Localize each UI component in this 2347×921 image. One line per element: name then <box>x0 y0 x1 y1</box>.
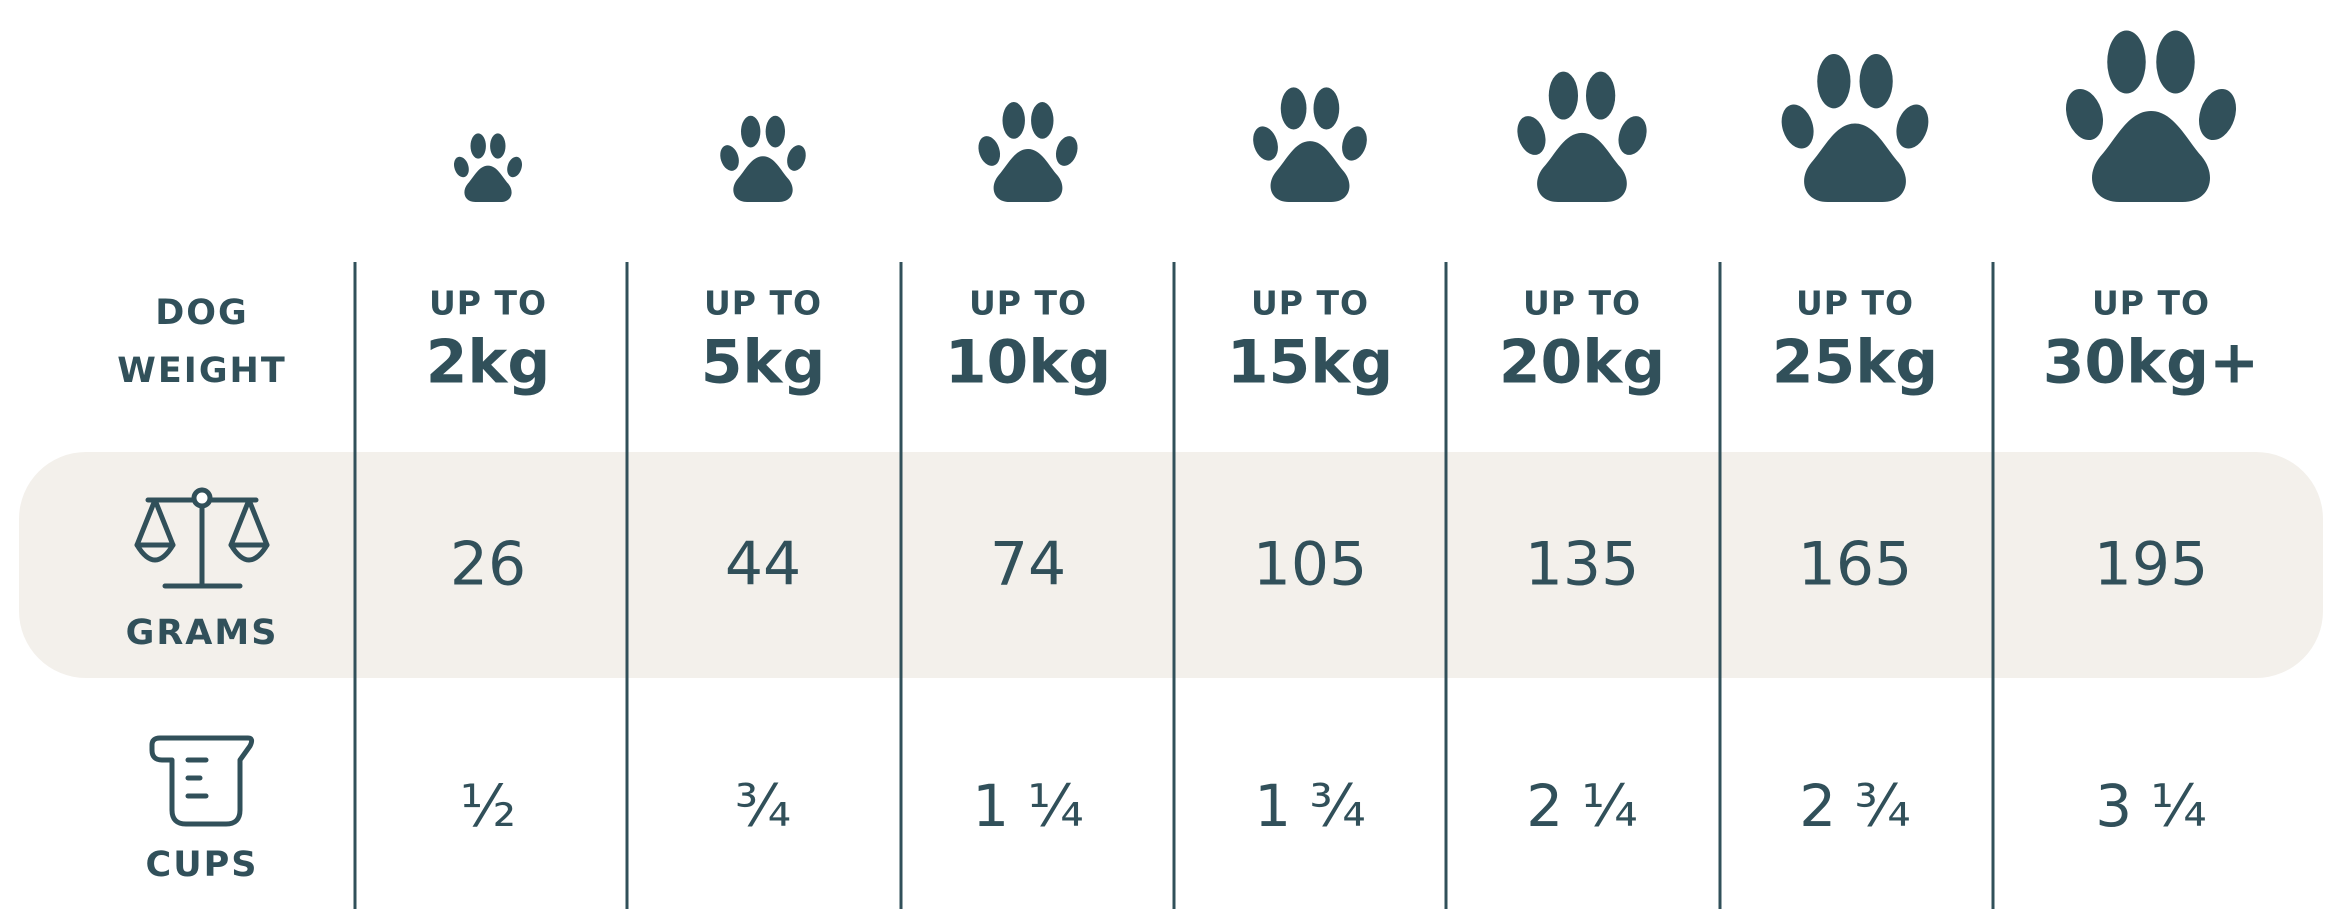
grams-value: 74 <box>990 530 1066 600</box>
weight-value: 10kg <box>945 328 1111 398</box>
weight-value: 30kg+ <box>2043 328 2260 398</box>
paw-toe <box>1585 71 1616 120</box>
paw-pad <box>1270 141 1350 202</box>
paw-toe <box>1253 126 1278 161</box>
paw-icon <box>2065 30 2237 202</box>
weight-value: 2kg <box>426 328 551 398</box>
cups-value: ½ <box>460 772 516 840</box>
paw-toe <box>490 133 506 159</box>
scale-icon <box>134 487 270 589</box>
row-label: WEIGHT <box>117 351 286 391</box>
paw-pad <box>2091 111 2211 202</box>
weight-value: 15kg <box>1227 328 1393 398</box>
paw-toe <box>470 133 486 159</box>
grams-value: 105 <box>1253 530 1368 600</box>
paw-toe <box>787 145 806 171</box>
paw-icon <box>1253 87 1367 202</box>
weight-value: 20kg <box>1499 328 1665 398</box>
paw-pad <box>1804 123 1906 202</box>
paw-toe <box>1002 102 1025 139</box>
paw-toe <box>1618 116 1647 155</box>
paw-icon <box>1517 71 1647 202</box>
paw-pad <box>1537 132 1627 202</box>
weight-prefix: UP TO <box>1796 284 1914 323</box>
paw-icon <box>1781 54 1929 202</box>
paw-pad <box>464 165 512 202</box>
paw-toe <box>453 156 469 178</box>
paw-toe <box>1280 87 1307 130</box>
cup-icon <box>149 735 255 827</box>
weight-prefix: UP TO <box>704 284 822 323</box>
paw-toe <box>1817 54 1851 109</box>
row-label: DOG <box>155 293 249 333</box>
paw-toe <box>2107 30 2146 94</box>
weight-value: 25kg <box>1772 328 1938 398</box>
grams-band <box>19 452 2323 678</box>
cups-value: 2 ¾ <box>1799 772 1911 840</box>
cups-value: 1 ¼ <box>972 772 1084 840</box>
paw-toe <box>765 115 785 148</box>
cups-value: 1 ¾ <box>1254 772 1366 840</box>
paw-toe <box>1896 104 1929 149</box>
paw-toe <box>978 136 1001 166</box>
paw-toe <box>2156 30 2195 94</box>
row-label: GRAMS <box>126 613 279 653</box>
paw-toe <box>720 145 739 171</box>
grams-value: 165 <box>1798 530 1913 600</box>
grams-value: 195 <box>2094 530 2209 600</box>
cups-value: 2 ¼ <box>1526 772 1638 840</box>
paw-icon <box>720 115 806 202</box>
paw-toe <box>1313 87 1340 130</box>
weight-prefix: UP TO <box>2092 284 2210 323</box>
paw-pad <box>733 156 793 202</box>
grams-value: 26 <box>450 530 526 600</box>
weight-prefix: UP TO <box>1523 284 1641 323</box>
paw-toe <box>1055 136 1078 166</box>
grams-value: 135 <box>1525 530 1640 600</box>
row-label: CUPS <box>146 845 259 885</box>
cups-value: 3 ¼ <box>2095 772 2207 840</box>
paw-pad <box>993 148 1063 202</box>
paw-toe <box>1548 71 1579 120</box>
paw-toe <box>1781 104 1814 149</box>
paw-toe <box>1517 116 1546 155</box>
paw-toe <box>1031 102 1054 139</box>
weight-prefix: UP TO <box>1251 284 1369 323</box>
grams-value: 44 <box>725 530 801 600</box>
weight-prefix: UP TO <box>969 284 1087 323</box>
weight-value: 5kg <box>701 328 826 398</box>
cups-value: ¾ <box>735 772 791 840</box>
paw-icon <box>978 102 1078 202</box>
paw-toe <box>741 115 761 148</box>
paw-toe <box>1342 126 1367 161</box>
paw-toe <box>1859 54 1893 109</box>
paw-toe <box>507 156 523 178</box>
paw-toe <box>2065 88 2104 141</box>
paw-icon <box>453 133 523 202</box>
paw-toe <box>2198 88 2237 141</box>
weight-prefix: UP TO <box>429 284 547 323</box>
